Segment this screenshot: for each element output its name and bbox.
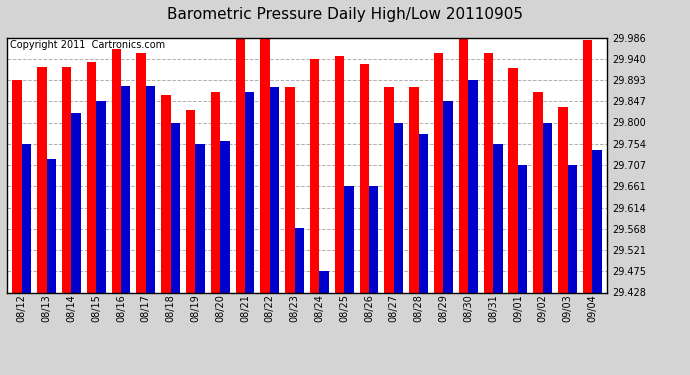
Bar <box>211 92 220 292</box>
Text: Copyright 2011  Cartronics.com: Copyright 2011 Cartronics.com <box>10 40 165 50</box>
Bar <box>137 53 146 292</box>
Bar <box>533 92 543 292</box>
Bar <box>434 53 444 292</box>
Bar <box>444 101 453 292</box>
Bar <box>409 87 419 292</box>
Bar <box>384 87 394 292</box>
Bar <box>260 38 270 292</box>
Bar <box>96 101 106 292</box>
Bar <box>245 92 255 292</box>
Bar <box>146 86 155 292</box>
Bar <box>270 87 279 292</box>
Bar <box>359 64 369 292</box>
Bar <box>419 134 428 292</box>
Bar <box>47 159 56 292</box>
Bar <box>567 165 577 292</box>
Bar <box>583 40 592 292</box>
Bar <box>170 123 180 292</box>
Bar <box>319 271 329 292</box>
Bar <box>22 144 31 292</box>
Bar <box>37 67 47 292</box>
Bar <box>310 58 319 292</box>
Bar <box>335 56 344 292</box>
Bar <box>235 38 245 292</box>
Bar <box>220 141 230 292</box>
Bar <box>121 86 130 292</box>
Bar <box>484 53 493 292</box>
Bar <box>285 87 295 292</box>
Bar <box>12 80 22 292</box>
Bar <box>369 186 379 292</box>
Text: Barometric Pressure Daily High/Low 20110905: Barometric Pressure Daily High/Low 20110… <box>167 8 523 22</box>
Bar <box>195 144 205 292</box>
Bar <box>161 95 170 292</box>
Bar <box>558 107 567 292</box>
Bar <box>543 123 552 292</box>
Bar <box>469 80 477 292</box>
Bar <box>87 62 96 292</box>
Bar <box>186 110 195 292</box>
Bar <box>592 150 602 292</box>
Bar <box>493 144 502 292</box>
Bar <box>344 186 354 292</box>
Bar <box>518 165 527 292</box>
Bar <box>71 113 81 292</box>
Bar <box>394 123 403 292</box>
Bar <box>112 50 121 292</box>
Bar <box>295 228 304 292</box>
Bar <box>459 38 469 292</box>
Bar <box>62 67 71 292</box>
Bar <box>509 68 518 292</box>
